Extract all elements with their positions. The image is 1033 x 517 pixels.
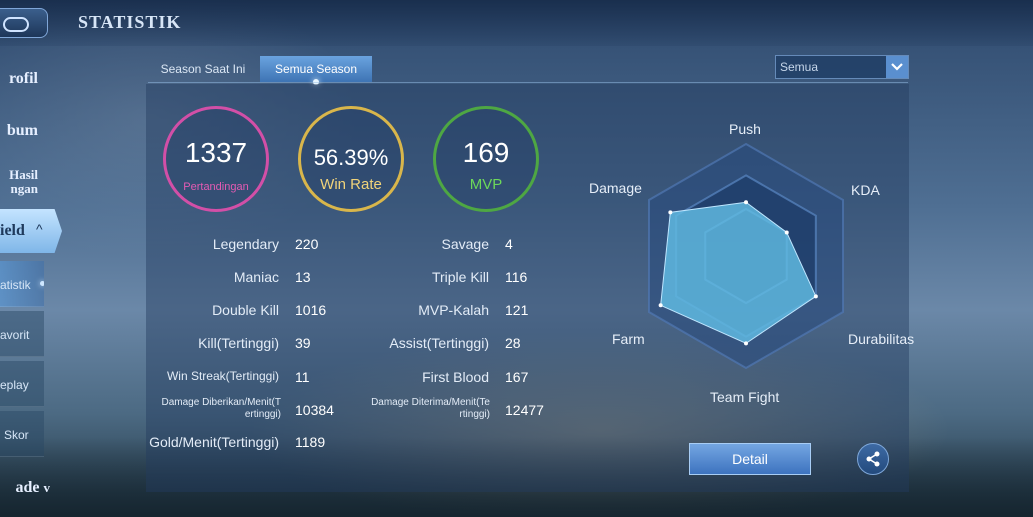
stat-label-maniac: Maniac xyxy=(233,269,279,285)
sidebar-item-upgrade[interactable]: ade v xyxy=(0,479,56,497)
mvp-circle: 169 MVP xyxy=(433,106,539,212)
stat-label-first-blood: First Blood xyxy=(422,369,489,385)
sidebar-subitem-favorit[interactable]: avorit xyxy=(0,311,44,357)
radar-value-point xyxy=(658,303,663,308)
sidebar-subitem-replay-label: eplay xyxy=(0,378,29,392)
season-filter-dropdown[interactable]: Semua xyxy=(775,55,909,79)
sidebar-item-profil[interactable]: rofil xyxy=(8,70,38,87)
sidebar-item-battlefield[interactable]: ield ^ xyxy=(0,209,62,253)
sidebar-subitem-replay[interactable]: eplay xyxy=(0,361,44,407)
stat-label-gold-menit: Gold/Menit(Tertinggi) xyxy=(149,434,279,450)
sidebar-subitem-statistik-label: atistik xyxy=(0,278,31,292)
radar-label-kda: KDA xyxy=(851,182,880,198)
winrate-value: 56.39% xyxy=(313,145,389,170)
tab-semua-season[interactable]: Semua Season xyxy=(260,56,372,85)
radar-value-point xyxy=(668,210,673,215)
stat-label-damage-diberikan: Damage Diberikan/Menit(T ertinggi) xyxy=(162,397,282,421)
stat-value-kill-tertinggi: 39 xyxy=(295,335,311,351)
stat-label-mvp-kalah: MVP-Kalah xyxy=(418,302,489,318)
stat-value-assist-tertinggi: 28 xyxy=(505,335,521,351)
share-button[interactable] xyxy=(857,443,889,475)
stat-value-damage-diterima: 12477 xyxy=(505,402,544,418)
sidebar-subitem-skor[interactable]: Skor xyxy=(0,411,44,457)
matches-value: 1337 xyxy=(184,137,248,168)
radar-label-durabilitas: Durabilitas xyxy=(848,331,915,347)
stat-value-damage-diberikan: 10384 xyxy=(295,402,334,418)
sidebar-subitem-favorit-label: avorit xyxy=(0,328,30,342)
stat-label-damage-diterima-line1: Damage Diterima/Menit(Te xyxy=(371,397,490,408)
matches-circle: 1337 Pertandingan xyxy=(163,106,269,212)
stat-label-damage-diberikan-line2: ertinggi) xyxy=(244,409,281,420)
tab-divider xyxy=(148,82,908,83)
mvp-value: 169 xyxy=(462,137,510,168)
radar-label-farm: Farm xyxy=(612,331,645,347)
radar-value-point xyxy=(813,294,818,299)
winrate-label: Win Rate xyxy=(320,176,382,193)
stat-label-damage-diberikan-line1: Damage Diberikan/Menit(T xyxy=(161,397,282,408)
radar-value-point xyxy=(784,230,789,235)
sidebar-item-hasil-line1: Hasil xyxy=(9,168,38,182)
stat-label-triple-kill: Triple Kill xyxy=(431,269,489,285)
stat-label-assist-tertinggi: Assist(Tertinggi) xyxy=(389,335,489,351)
matches-label: Pertandingan xyxy=(183,181,249,193)
stat-label-kill-tertinggi: Kill(Tertinggi) xyxy=(198,335,279,351)
back-button[interactable] xyxy=(0,8,48,38)
sidebar-subitem-statistik[interactable]: atistik xyxy=(0,261,44,307)
radar-value-point xyxy=(744,200,748,205)
stat-value-mvp-kalah: 121 xyxy=(505,302,529,318)
sidebar-item-hasil[interactable]: Hasil ngan xyxy=(0,168,44,196)
back-icon xyxy=(3,17,29,32)
season-filter-value: Semua xyxy=(780,60,819,74)
winrate-circle: 56.39% Win Rate xyxy=(298,106,404,212)
performance-radar-chart xyxy=(648,142,844,370)
page-title: STATISTIK xyxy=(78,12,182,32)
mvp-label: MVP xyxy=(469,176,503,193)
stat-value-triple-kill: 116 xyxy=(505,269,528,285)
radar-label-push: Push xyxy=(729,121,761,137)
stat-value-maniac: 13 xyxy=(295,269,311,285)
stat-label-damage-diterima-line2: rtinggi) xyxy=(459,409,490,420)
detail-button[interactable]: Detail xyxy=(689,443,811,475)
top-bar: STATISTIK xyxy=(0,0,1033,46)
radar-label-damage: Damage xyxy=(589,180,642,196)
stat-value-first-blood: 167 xyxy=(505,369,529,385)
sidebar-item-hasil-line2: ngan xyxy=(10,181,38,196)
stat-label-win-streak: Win Streak(Tertinggi) xyxy=(166,369,279,383)
selected-dot-icon xyxy=(40,281,44,286)
stat-value-savage: 4 xyxy=(505,236,513,252)
sidebar-item-battlefield-label: ield xyxy=(0,222,25,239)
stat-label-damage-diterima: Damage Diterima/Menit(Te rtinggi) xyxy=(371,397,490,421)
chevron-down-icon: v xyxy=(43,480,51,495)
sidebar-item-upgrade-label: ade xyxy=(15,479,40,496)
radar-label-team-fight: Team Fight xyxy=(710,389,780,405)
stat-label-savage: Savage xyxy=(441,236,489,252)
tab-season-saat-ini[interactable]: Season Saat Ini xyxy=(160,62,246,76)
sidebar-item-album[interactable]: bum xyxy=(6,122,38,139)
share-icon xyxy=(866,451,880,467)
stat-value-double-kill: 1016 xyxy=(295,302,327,318)
stat-value-gold-menit: 1189 xyxy=(295,434,326,450)
chevron-up-icon: ^ xyxy=(36,221,43,237)
stat-label-double-kill: Double Kill xyxy=(212,302,279,318)
tab-semua-season-label: Semua Season xyxy=(274,62,358,76)
stat-value-legendary: 220 xyxy=(295,236,319,252)
sidebar-subitem-skor-label: Skor xyxy=(4,428,29,442)
radar-value-point xyxy=(744,341,748,346)
stat-value-win-streak: 11 xyxy=(295,369,310,385)
chevron-down-icon xyxy=(886,56,908,78)
stat-label-legendary: Legendary xyxy=(212,236,279,252)
